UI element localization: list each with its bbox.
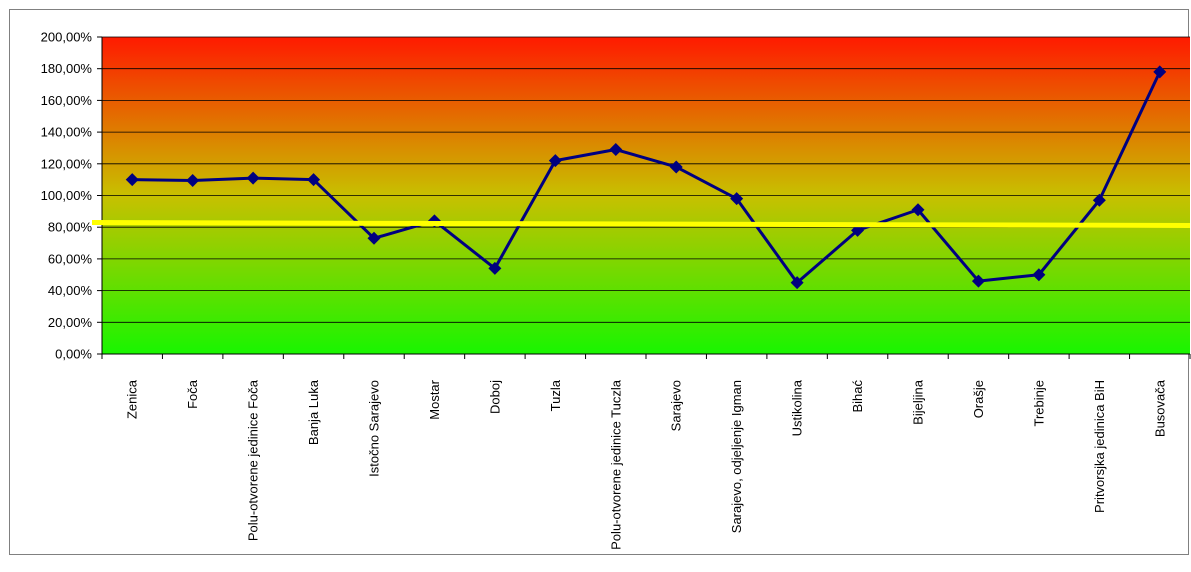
x-tick-label: Busovača <box>1152 379 1167 437</box>
y-tick-label: 80,00% <box>48 220 93 235</box>
x-tick-label: Sarajevo <box>669 380 684 431</box>
data-point <box>609 143 623 157</box>
x-tick-label: Doboj <box>487 380 502 414</box>
x-tick-label: Tuzla <box>548 379 563 411</box>
x-tick-label: Orašje <box>971 380 986 418</box>
data-point <box>1032 268 1046 282</box>
y-tick-label: 180,00% <box>41 61 93 76</box>
data-point <box>1092 193 1106 207</box>
data-point <box>730 192 744 206</box>
reference-line <box>91 220 1191 229</box>
x-tick-labels: Zenica Foča Polu-otvorene jedinice Foča Ban… <box>125 379 1168 550</box>
data-point <box>307 173 321 187</box>
x-tick-label: Sarajevo, odjeljenje Igman <box>729 380 744 533</box>
axes <box>97 36 1191 359</box>
y-tick-label: 140,00% <box>41 125 93 140</box>
y-tick-label: 120,00% <box>41 156 93 171</box>
data-point <box>971 274 985 288</box>
y-tick-labels: 0,00% 20,00% 40,00% 60,00% 80,00% 100,00% 120,… <box>41 30 93 362</box>
data-point <box>367 231 381 245</box>
y-tick-label: 60,00% <box>48 251 93 266</box>
y-tick-label: 200,00% <box>41 30 93 45</box>
reference-layer <box>91 220 1191 229</box>
x-tick-label: Zenica <box>125 379 140 419</box>
x-tick-label: Polu-otvorene jedinice Tuczla <box>608 379 623 550</box>
x-tick-label: Foča <box>185 379 200 409</box>
x-tick-label: Trebinje <box>1031 380 1046 426</box>
y-tick-label: 20,00% <box>48 315 93 330</box>
x-tick-label: Mostar <box>427 379 442 419</box>
x-tick-label: Polu-otvorene jedinice Foča <box>246 379 261 541</box>
y-tick-label: 100,00% <box>41 188 93 203</box>
x-tick-label: Istočno Sarajevo <box>367 380 382 477</box>
data-point <box>488 261 502 275</box>
data-point <box>669 160 683 174</box>
x-tick-label: Pritvorsjka jedinica BiH <box>1092 380 1107 513</box>
data-point <box>125 173 139 187</box>
y-tick-label: 160,00% <box>41 93 93 108</box>
x-tick-label: Banja Luka <box>306 379 321 445</box>
data-point <box>246 171 260 185</box>
data-point <box>911 203 925 217</box>
y-tick-label: 40,00% <box>48 283 93 298</box>
y-tick-label: 0,00% <box>55 347 92 362</box>
x-tick-label: Bijeljina <box>911 379 926 425</box>
x-tick-label: Ustikolina <box>790 379 805 436</box>
series-line <box>132 71 1162 285</box>
data-point <box>186 173 200 187</box>
data-point <box>1153 65 1167 79</box>
data-point <box>548 154 562 168</box>
x-tick-label: Bihać <box>850 380 865 413</box>
data-point <box>790 276 804 290</box>
